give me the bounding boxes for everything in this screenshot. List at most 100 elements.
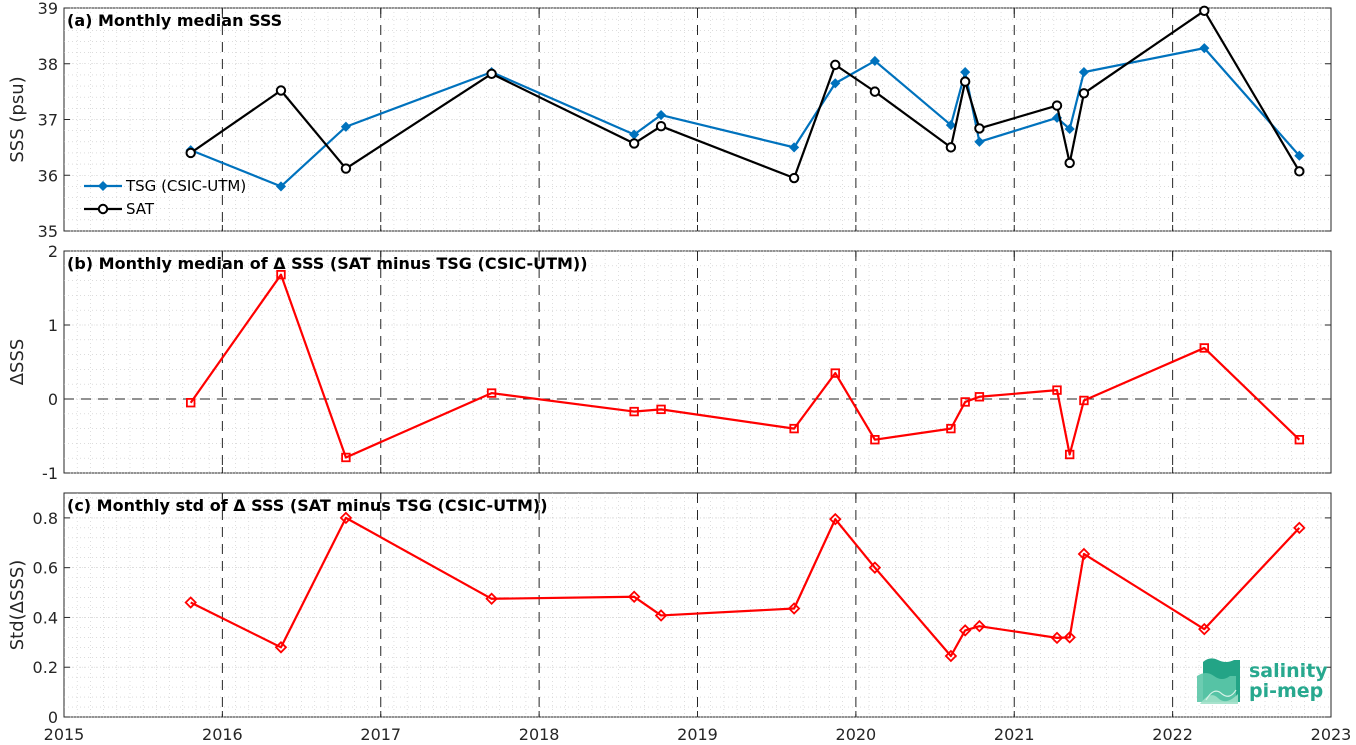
y-axis-label: ΔSSS [7,339,28,386]
x-tick-label: 2015 [44,725,85,744]
data-point [789,423,799,434]
x-tick-label: 2023 [1311,725,1352,744]
series-line [190,516,1301,658]
data-point [945,120,956,131]
data-point [868,561,882,574]
data-point [1064,449,1075,460]
y-tick-label: 36 [38,166,58,185]
data-point [1064,123,1075,135]
y-tick-label: 0.8 [33,509,58,528]
data-point [1294,434,1305,445]
y-tick-label: 39 [38,0,58,18]
data-point [1294,150,1305,161]
data-point [185,147,196,159]
data-point [1294,166,1305,177]
data-point [627,590,641,604]
data-point [656,109,667,121]
y-tick-label: 35 [38,222,58,241]
y-tick-label: 0.2 [33,658,58,677]
data-point [830,78,841,89]
y-tick-label: 0.4 [33,608,58,627]
legend-label: SAT [126,200,155,218]
data-point [974,123,985,134]
data-point [945,142,957,153]
logo-wave-icon [1197,658,1240,704]
legend-marker [97,180,109,192]
y-tick-label: 1 [48,316,58,335]
data-point [1050,631,1064,645]
legend: TSG (CSIC-UTM) SAT [84,177,246,218]
x-tick-label: 2022 [1152,725,1193,744]
data-point [869,86,881,97]
legend-label: TSG (CSIC-UTM) [125,177,246,195]
data-point [974,136,985,147]
data-point [830,368,840,378]
y-tick-label: -1 [42,464,58,483]
data-point [959,76,971,87]
data-point [656,404,666,415]
data-point [339,511,353,525]
data-point [960,67,971,78]
data-point [829,512,842,526]
salinity-pi-mep-logo: salinity pi-mep [1197,658,1328,704]
data-point [340,121,351,132]
series-1 [185,269,1305,463]
data-point [973,619,986,633]
y-tick-label: 2 [48,242,58,261]
data-point [1064,157,1075,169]
data-point [341,452,351,463]
data-point [1199,43,1210,54]
data-point [274,641,288,654]
data-point [276,269,286,280]
panel-title: (a) Monthly median SSS [67,11,282,30]
series-1 [184,511,1306,663]
chart-panel-2: -1 0 1 2 ΔSSS (b) Monthly median of Δ SSS (SA… [7,242,1332,483]
x-tick-label: 2020 [836,725,877,744]
data-point [869,55,880,67]
data-point [185,397,196,408]
y-axis-label: SSS (psu) [7,76,28,162]
legend-marker [97,203,109,215]
y-tick-label: 37 [38,111,58,130]
chart-panel-1: 35 36 37 38 39 SSS (psu) (a) Monthly median SS… [7,0,1332,241]
chart-panel-3: 0 0.2 0.4 0.6 0.8 2015 2016 2017 2018 2019 2020 202… [7,492,1352,744]
data-point [1078,88,1090,99]
data-point [1293,521,1306,535]
data-point [1079,395,1089,406]
grid [64,250,1331,474]
data-point [275,181,287,192]
x-tick-label: 2018 [519,725,560,744]
data-point [944,649,958,663]
data-point [1051,100,1063,111]
data-point [788,172,800,184]
data-point [629,406,639,417]
data-point [654,609,668,622]
x-tick-label: 2017 [360,725,401,744]
data-point [655,120,667,132]
x-tick-label: 2016 [202,725,243,744]
data-point [830,59,841,71]
data-point [184,596,197,609]
data-point [1199,343,1209,353]
x-tick-label: 2019 [677,725,718,744]
data-point [486,68,497,79]
data-point [958,624,972,637]
data-point [960,397,970,407]
data-point [789,142,800,153]
logo-line2: pi-mep [1249,680,1323,702]
panel-title: (c) Monthly std of Δ SSS (SAT minus TSG … [67,496,548,515]
data-point [1077,547,1091,561]
panel-title: (b) Monthly median of Δ SSS (SAT minus T… [67,254,588,273]
data-point [628,138,640,149]
data-point [340,163,352,174]
data-point [946,423,956,434]
y-tick-label: 0 [48,708,58,727]
data-point [1078,67,1090,78]
data-point [870,434,880,445]
data-point [974,392,985,402]
data-point [485,592,498,606]
y-tick-label: 0.6 [33,559,58,578]
logo-line1: salinity [1249,660,1328,682]
data-point [275,85,287,96]
